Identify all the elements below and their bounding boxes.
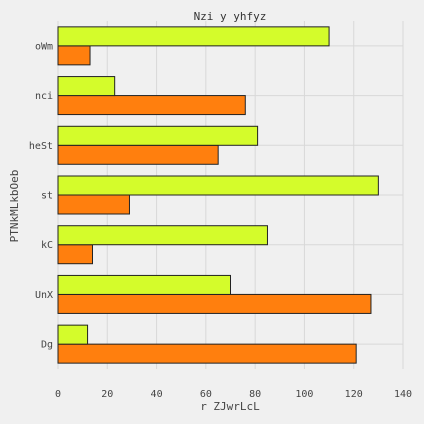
y-tick-label: nci xyxy=(35,91,53,102)
bar-series2-oWm xyxy=(57,26,330,47)
chart-title: Nzi y yhfyz xyxy=(194,10,267,23)
x-tick-label: 100 xyxy=(295,389,313,400)
y-tick-label: kC xyxy=(41,240,53,251)
x-tick-labels: 0 20 40 60 80 100 120 140 xyxy=(55,389,412,400)
bar-series1-kC xyxy=(57,244,93,265)
bars xyxy=(57,26,379,364)
x-tick-label: 140 xyxy=(394,389,412,400)
x-tick-label: 60 xyxy=(200,389,212,400)
x-tick-label: 0 xyxy=(55,389,61,400)
y-axis-label: PTNkMLkbOeb xyxy=(8,170,21,243)
bar-series1-oWm xyxy=(57,45,91,66)
y-tick-label: Dg xyxy=(41,340,53,351)
x-tick-label: 80 xyxy=(249,389,261,400)
x-tick-label: 40 xyxy=(151,389,163,400)
x-tick-label: 20 xyxy=(101,389,113,400)
y-tick-label: oWm xyxy=(35,41,53,52)
bar-series2-Dg xyxy=(57,324,89,345)
bar-series1-st xyxy=(57,194,130,215)
x-axis-label: r ZJwrLcL xyxy=(200,400,260,413)
bar-series1-Dg xyxy=(57,343,357,364)
bar-series1-nci xyxy=(57,95,246,116)
bar-series2-nci xyxy=(57,76,116,97)
bar-series1-heSt xyxy=(57,144,219,165)
bar-series2-kC xyxy=(57,225,268,246)
bar-series2-heSt xyxy=(57,125,259,146)
y-tick-label: heSt xyxy=(29,141,53,152)
y-tick-labels: Dg UnX kC st heSt nci oWm xyxy=(29,41,53,350)
y-tick-label: st xyxy=(41,191,53,202)
bar-series1-UnX xyxy=(57,293,372,314)
bar-series2-UnX xyxy=(57,274,231,295)
x-tick-label: 120 xyxy=(345,389,363,400)
y-tick-label: UnX xyxy=(35,290,53,301)
bar-series2-st xyxy=(57,175,379,196)
